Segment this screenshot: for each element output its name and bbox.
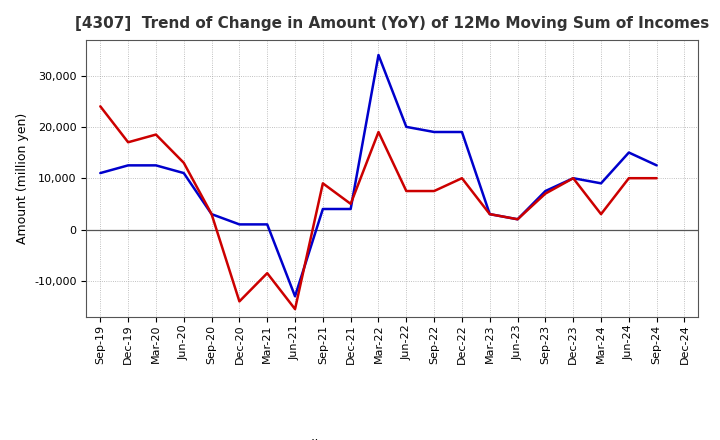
Ordinary Income [263, 222, 271, 227]
Net Income [291, 306, 300, 312]
Ordinary Income [124, 163, 132, 168]
Net Income [485, 212, 494, 217]
Net Income [374, 129, 383, 135]
Line: Ordinary Income: Ordinary Income [100, 55, 657, 296]
Legend: Ordinary Income, Net Income: Ordinary Income, Net Income [244, 433, 541, 440]
Y-axis label: Amount (million yen): Amount (million yen) [16, 113, 29, 244]
Net Income [513, 216, 522, 222]
Ordinary Income [346, 206, 355, 212]
Net Income [624, 176, 633, 181]
Net Income [346, 201, 355, 206]
Net Income [430, 188, 438, 194]
Ordinary Income [152, 163, 161, 168]
Net Income [597, 212, 606, 217]
Net Income [96, 104, 104, 109]
Ordinary Income [402, 124, 410, 129]
Ordinary Income [597, 181, 606, 186]
Line: Net Income: Net Income [100, 106, 657, 309]
Net Income [402, 188, 410, 194]
Ordinary Income [291, 293, 300, 299]
Title: [4307]  Trend of Change in Amount (YoY) of 12Mo Moving Sum of Incomes: [4307] Trend of Change in Amount (YoY) o… [76, 16, 709, 32]
Ordinary Income [318, 206, 327, 212]
Net Income [541, 191, 550, 196]
Net Income [318, 181, 327, 186]
Ordinary Income [485, 212, 494, 217]
Net Income [207, 212, 216, 217]
Net Income [263, 271, 271, 276]
Ordinary Income [96, 170, 104, 176]
Ordinary Income [374, 52, 383, 58]
Ordinary Income [652, 163, 661, 168]
Net Income [124, 139, 132, 145]
Net Income [152, 132, 161, 137]
Net Income [652, 176, 661, 181]
Ordinary Income [513, 216, 522, 222]
Ordinary Income [624, 150, 633, 155]
Ordinary Income [541, 188, 550, 194]
Net Income [235, 299, 243, 304]
Ordinary Income [235, 222, 243, 227]
Ordinary Income [430, 129, 438, 135]
Ordinary Income [458, 129, 467, 135]
Net Income [569, 176, 577, 181]
Net Income [458, 176, 467, 181]
Ordinary Income [207, 212, 216, 217]
Ordinary Income [179, 170, 188, 176]
Ordinary Income [569, 176, 577, 181]
Net Income [179, 160, 188, 165]
